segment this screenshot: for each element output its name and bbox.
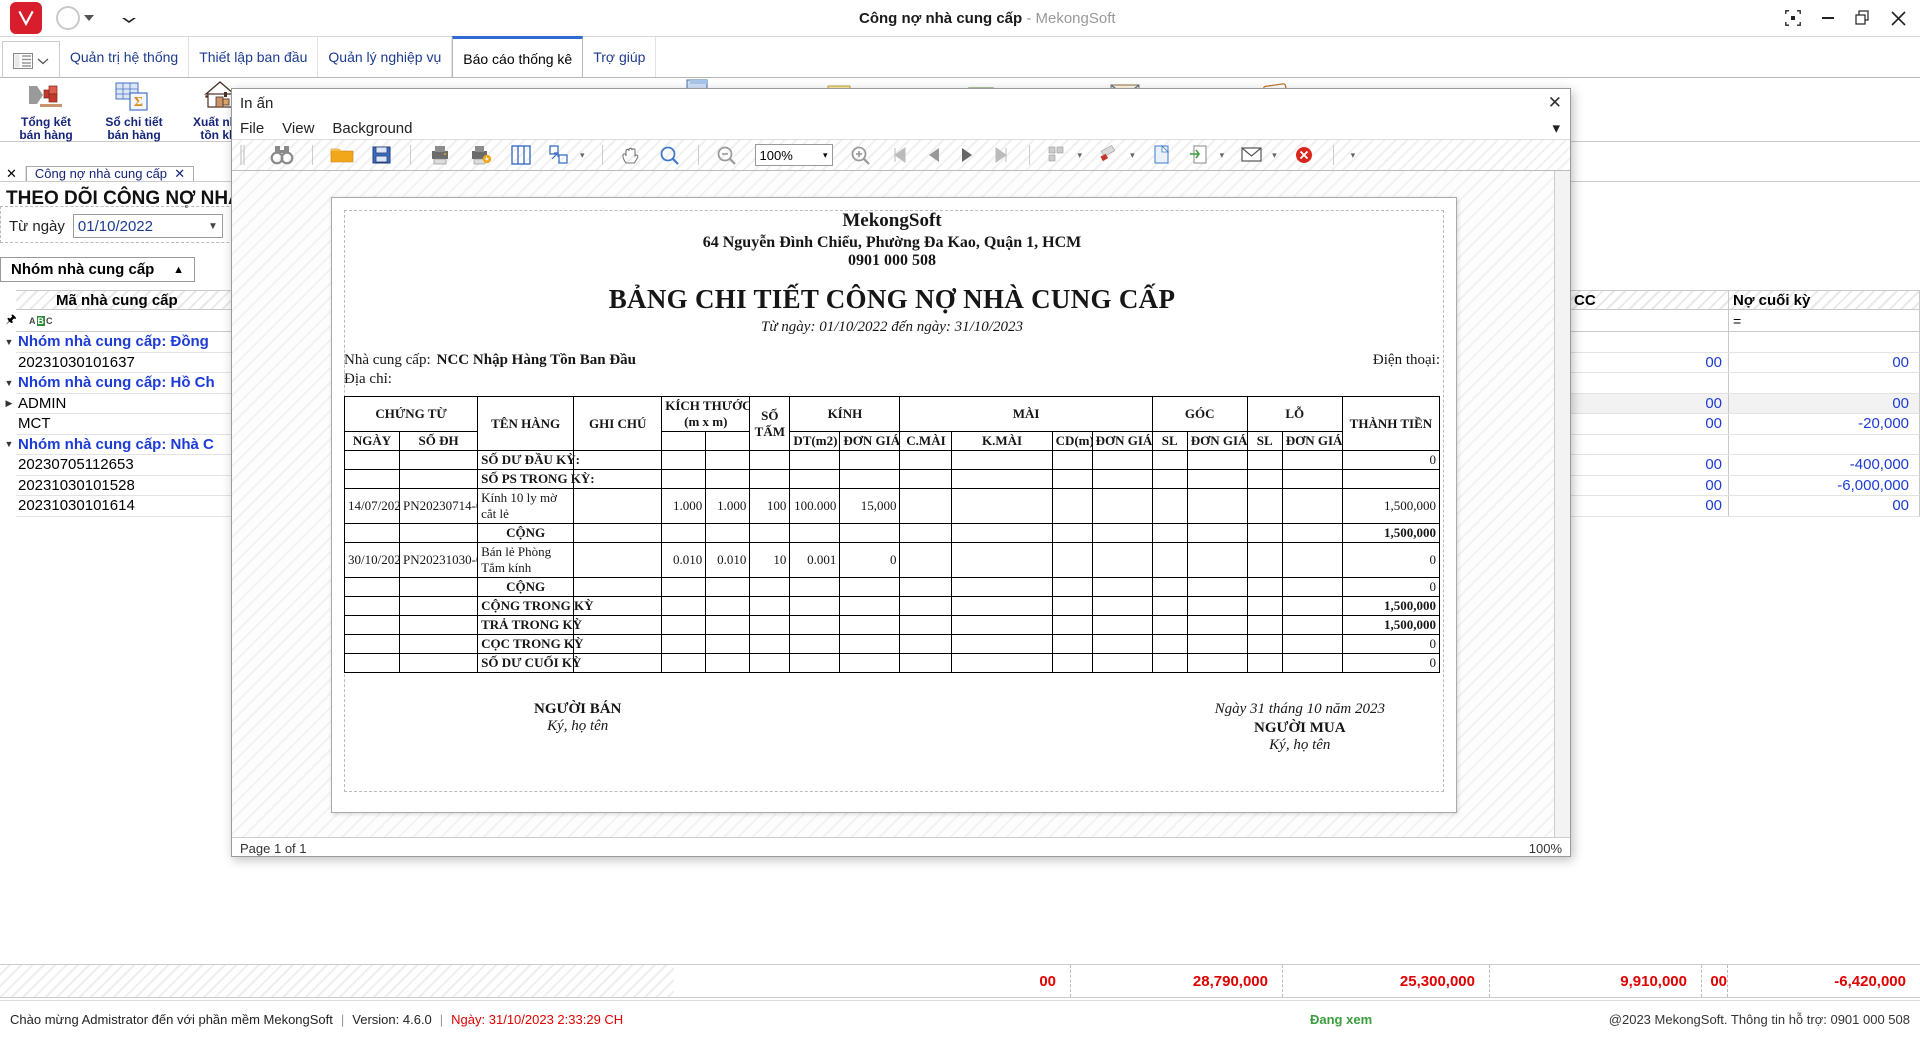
svg-text:Σ: Σ <box>134 95 143 110</box>
